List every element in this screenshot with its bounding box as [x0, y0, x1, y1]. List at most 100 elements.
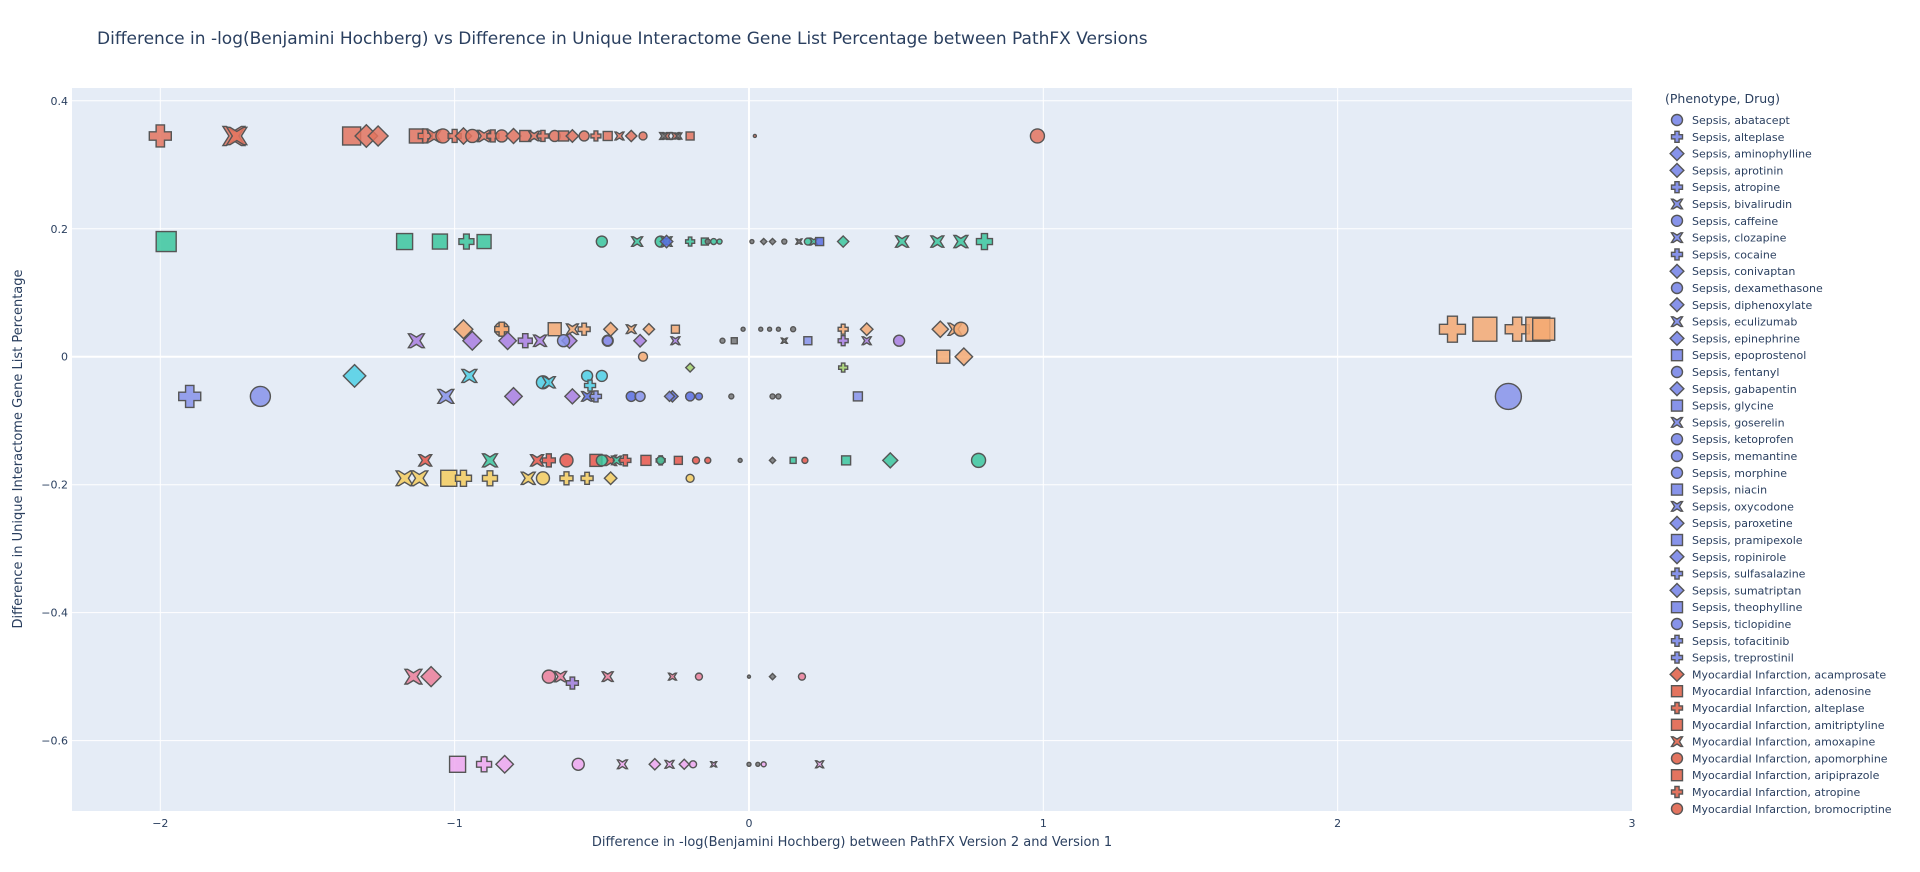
legend-marker — [1670, 433, 1684, 446]
data-point — [758, 326, 764, 332]
data-point — [892, 334, 906, 347]
y-tick-label: 0.4 — [51, 95, 69, 108]
data-point — [655, 455, 666, 466]
data-point — [709, 760, 718, 768]
data-point — [860, 336, 873, 346]
legend-label: Sepsis, dexamethasone — [1692, 282, 1823, 295]
data-point — [600, 671, 615, 683]
legend-marker — [1669, 380, 1685, 397]
data-point — [749, 238, 755, 245]
legend-label: Sepsis, memantine — [1692, 450, 1797, 463]
data-point — [685, 131, 695, 141]
data-point — [737, 457, 743, 464]
data-point — [638, 131, 648, 141]
data-point — [553, 670, 568, 683]
data-point — [503, 386, 524, 407]
data-point — [541, 669, 557, 684]
data-point — [659, 234, 674, 249]
data-point — [759, 237, 768, 246]
data-point — [571, 757, 585, 771]
data-point — [953, 321, 969, 337]
legend-marker — [1669, 666, 1685, 683]
data-point — [481, 453, 499, 468]
data-point — [475, 756, 493, 773]
legend-label: Sepsis, ticlopidine — [1692, 618, 1791, 631]
data-point — [403, 668, 424, 685]
data-point — [637, 351, 649, 362]
data-point — [409, 470, 430, 487]
data-point — [1504, 316, 1530, 342]
legend-marker — [1670, 785, 1684, 799]
legend-label: Myocardial Infarction, apomorphine — [1692, 752, 1888, 765]
data-point — [669, 336, 682, 346]
data-point — [936, 349, 951, 364]
data-point — [852, 391, 864, 402]
data-point — [814, 236, 825, 247]
data-point — [494, 754, 515, 775]
data-point — [448, 755, 467, 773]
data-point — [746, 761, 752, 767]
legend-label: Myocardial Infarction, bromocriptine — [1692, 803, 1892, 816]
legend-marker — [1670, 466, 1684, 479]
data-point — [768, 237, 777, 246]
data-point — [178, 384, 202, 409]
data-point — [685, 473, 695, 483]
legend-label: Sepsis, aminophylline — [1692, 148, 1812, 161]
data-point — [602, 130, 613, 142]
data-point — [465, 128, 480, 144]
data-point — [460, 368, 479, 384]
legend-label: Sepsis, epinephrine — [1692, 332, 1800, 345]
legend-marker — [1669, 515, 1685, 532]
legend-label: Sepsis, oxycodone — [1692, 500, 1794, 513]
legend-marker — [1669, 582, 1685, 599]
legend-label: Myocardial Infarction, adenosine — [1692, 685, 1871, 698]
data-point — [565, 323, 580, 336]
data-point — [559, 471, 574, 486]
data-point — [752, 133, 758, 139]
legend-marker — [1670, 752, 1684, 765]
data-point — [535, 471, 551, 486]
legend-marker — [1669, 548, 1685, 565]
data-point — [454, 469, 473, 487]
data-point — [453, 318, 474, 340]
data-point — [740, 326, 746, 332]
data-point — [667, 672, 678, 681]
x-tick-label: 2 — [1334, 817, 1341, 830]
data-point — [1531, 317, 1556, 341]
legend-marker — [1670, 365, 1684, 379]
data-point — [342, 363, 367, 389]
data-point — [601, 335, 614, 347]
legend-label: Sepsis, ropinirole — [1692, 551, 1786, 564]
data-point — [577, 322, 591, 336]
legend-label: Sepsis, cocaine — [1692, 248, 1777, 261]
data-point — [595, 369, 609, 383]
data-point — [760, 761, 767, 768]
data-point — [624, 324, 638, 335]
legend-label: Sepsis, morphine — [1692, 467, 1787, 480]
data-point — [532, 334, 548, 348]
data-point — [580, 471, 594, 485]
data-point — [781, 238, 788, 245]
data-point — [536, 129, 550, 143]
data-point — [684, 236, 696, 247]
legend-label: Sepsis, fentanyl — [1692, 366, 1779, 379]
data-point — [769, 393, 776, 400]
data-point — [794, 238, 804, 245]
data-point — [417, 128, 433, 144]
legend-label: Sepsis, epoprostenol — [1692, 349, 1806, 362]
data-point — [407, 333, 426, 349]
data-point — [859, 321, 874, 337]
legend-marker — [1669, 145, 1685, 162]
data-point — [603, 471, 618, 486]
data-point — [709, 237, 718, 246]
legend-marker — [1670, 802, 1684, 815]
data-point — [975, 232, 994, 251]
legend-marker — [1670, 232, 1684, 244]
data-point — [610, 455, 623, 466]
grid-lines — [72, 88, 1632, 811]
legend-label: Sepsis, gabapentin — [1692, 383, 1797, 396]
legend-label: Sepsis, eculizumab — [1692, 316, 1797, 329]
data-point — [704, 456, 712, 465]
legend-marker — [1670, 349, 1684, 362]
